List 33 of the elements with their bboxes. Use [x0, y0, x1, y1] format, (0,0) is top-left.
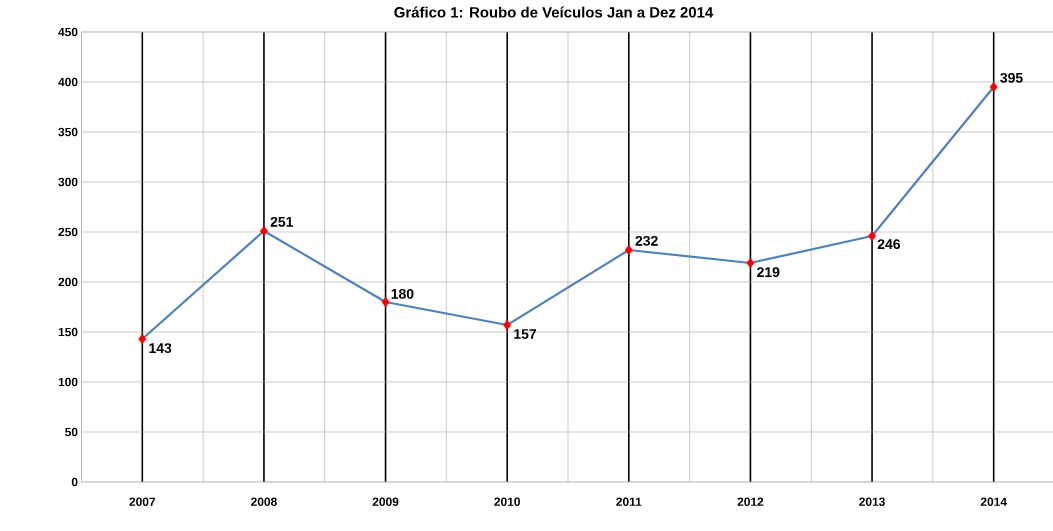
data-label: 251: [270, 216, 294, 227]
y-tick-label: 150: [58, 327, 78, 337]
data-label: 219: [757, 267, 780, 278]
point: [503, 319, 512, 331]
y-tick-label: 100: [58, 377, 78, 387]
y-tick-label: 400: [58, 77, 78, 87]
y-tick-label: 300: [58, 177, 78, 187]
x-tick-label: 2008: [251, 497, 277, 506]
x-tick-label: 2009: [372, 497, 399, 506]
x-tick-label: 2013: [859, 497, 885, 506]
y-tick-label: 250: [58, 227, 78, 237]
x-tick-label: 2012: [737, 497, 764, 506]
y-tick-label: 350: [58, 127, 78, 137]
x-tick-label: 2007: [129, 497, 156, 506]
point: [989, 81, 998, 93]
chart-title: Gráfico 1: Roubo de Veículos Jan a Dez 2014: [394, 6, 714, 18]
data-label: 395: [1000, 72, 1023, 83]
y-tick-label: 200: [58, 277, 78, 287]
x-tick-label: 2011: [616, 497, 642, 506]
y-tick-label: 50: [65, 427, 78, 437]
data-label: 232: [635, 235, 658, 246]
data-label: 180: [391, 288, 414, 299]
point: [381, 296, 390, 308]
y-tick-label: 450: [58, 27, 78, 37]
point: [138, 333, 147, 345]
point: [746, 257, 755, 269]
data-label: 246: [877, 239, 901, 250]
x-tick-label: 2010: [494, 497, 520, 506]
data-label: 143: [149, 343, 172, 354]
point: [624, 244, 633, 256]
y-tick-label: 0: [71, 477, 78, 487]
data-label: 157: [514, 329, 537, 339]
x-tick-label: 2014: [980, 497, 1007, 506]
